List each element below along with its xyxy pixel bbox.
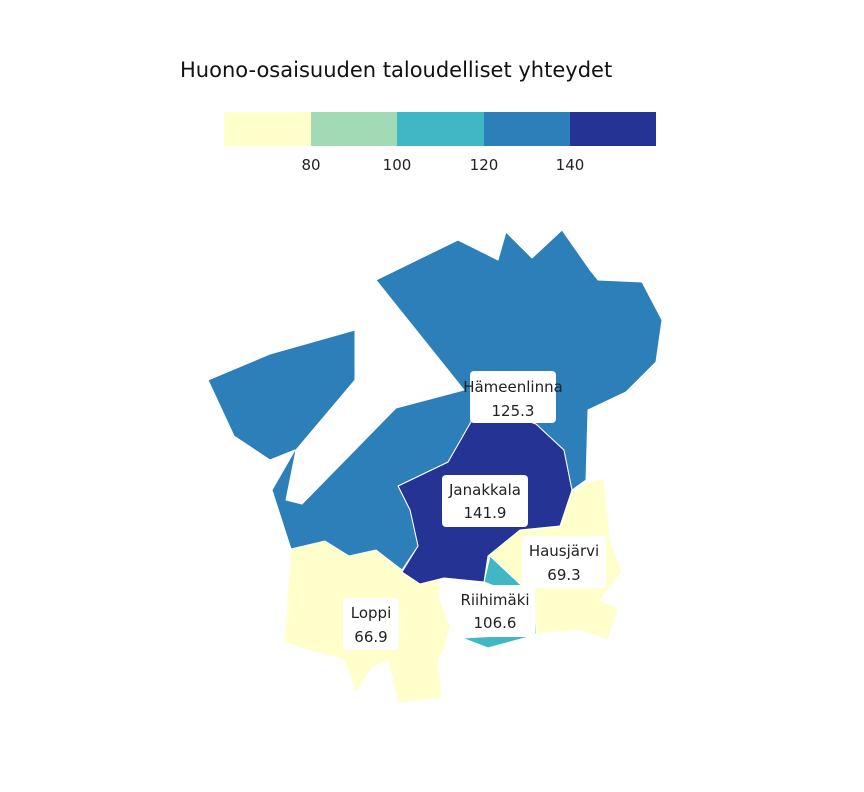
legend-tick-140: 140 xyxy=(556,156,585,174)
label-loppi-value: 66.9 xyxy=(354,628,387,646)
label-janakkala-value: 141.9 xyxy=(464,504,507,522)
region-hameenlinna[interactable] xyxy=(207,229,663,571)
label-hausjarvi-name: Hausjärvi xyxy=(529,542,599,560)
label-hausjarvi-value: 69.3 xyxy=(547,566,580,584)
label-hameenlinna-name: Hämeenlinna xyxy=(463,378,563,396)
map-title: Huono-osaisuuden taloudelliset yhteydet xyxy=(180,58,612,82)
legend-tick-80: 80 xyxy=(301,156,320,174)
legend-tick-100: 100 xyxy=(383,156,412,174)
legend-swatch-1 xyxy=(224,112,311,146)
label-loppi: Loppi 66.9 xyxy=(343,598,399,650)
label-janakkala-name: Janakkala xyxy=(448,481,521,499)
legend-swatch-4 xyxy=(484,112,570,146)
label-hameenlinna-value: 125.3 xyxy=(492,402,535,420)
legend-swatch-3 xyxy=(397,112,484,146)
label-riihimaki-name: Riihimäki xyxy=(460,591,529,609)
label-loppi-name: Loppi xyxy=(351,604,391,622)
label-riihimaki: Riihimäki 106.6 xyxy=(455,585,535,637)
regions xyxy=(207,229,663,704)
legend-swatch-5 xyxy=(570,112,656,146)
label-hausjarvi: Hausjärvi 69.3 xyxy=(522,536,606,588)
color-legend: 80 100 120 140 xyxy=(224,112,656,174)
legend-swatch-2 xyxy=(311,112,397,146)
label-riihimaki-value: 106.6 xyxy=(474,614,517,632)
region-labels: Hämeenlinna 125.3 Janakkala 141.9 Hausjä… xyxy=(343,371,606,650)
label-hameenlinna: Hämeenlinna 125.3 xyxy=(463,371,563,423)
legend-tick-120: 120 xyxy=(470,156,499,174)
label-janakkala: Janakkala 141.9 xyxy=(442,475,528,527)
